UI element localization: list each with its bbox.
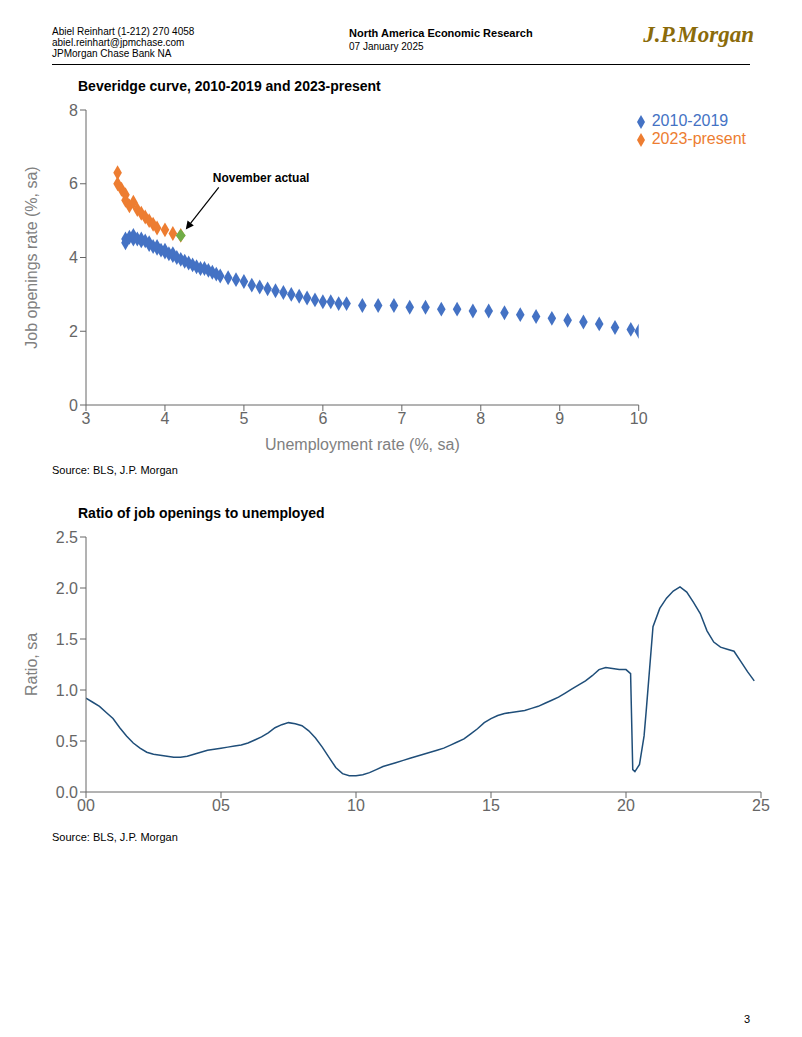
svg-text:0.5: 0.5 xyxy=(56,733,78,750)
svg-text:2: 2 xyxy=(69,323,78,340)
html-text:3: 3 xyxy=(743,1013,750,1025)
svg-text:0.0: 0.0 xyxy=(56,784,78,801)
svg-text:25: 25 xyxy=(752,797,770,814)
html-text:Source: BLS, J.P. Morgan: Source: BLS, J.P. Morgan xyxy=(52,831,178,843)
html-text:Beveridge curve, 2010-2019 and: Beveridge curve, 2010-2019 and 2023-pres… xyxy=(78,78,381,94)
svg-text:6: 6 xyxy=(318,410,327,427)
svg-text:00: 00 xyxy=(77,797,95,814)
svg-text:4: 4 xyxy=(69,249,78,266)
html-text:North America Economic Researc: North America Economic Research xyxy=(349,27,533,39)
html-text:2010-2019: 2010-2019 xyxy=(651,112,729,129)
html-text:07 January 2025: 07 January 2025 xyxy=(349,41,424,52)
svg-text:10: 10 xyxy=(347,797,365,814)
svg-text:8: 8 xyxy=(69,102,78,119)
svg-text:Unemployment rate (%, sa): Unemployment rate (%, sa) xyxy=(265,436,460,453)
html-text:Abiel Reinhart (1-212) 270 405: Abiel Reinhart (1-212) 270 4058 xyxy=(52,26,195,37)
svg-text:1.5: 1.5 xyxy=(56,631,78,648)
svg-text:Job openings rate (%, sa): Job openings rate (%, sa) xyxy=(23,166,40,348)
html-text:2023-present: 2023-present xyxy=(651,130,746,147)
svg-text:Ratio, sa: Ratio, sa xyxy=(23,633,40,696)
svg-text:3: 3 xyxy=(82,410,91,427)
html-text:Ratio of job openings to unemp: Ratio of job openings to unemployed xyxy=(78,505,325,521)
svg-text:20: 20 xyxy=(617,797,635,814)
svg-text:9: 9 xyxy=(555,410,564,427)
svg-text:15: 15 xyxy=(482,797,500,814)
svg-text:0: 0 xyxy=(69,397,78,414)
svg-text:7: 7 xyxy=(397,410,406,427)
svg-text:2.5: 2.5 xyxy=(56,529,78,546)
html-text:JPMorgan Chase Bank NA: JPMorgan Chase Bank NA xyxy=(52,48,172,59)
html-text:Source: BLS, J.P. Morgan: Source: BLS, J.P. Morgan xyxy=(52,464,178,476)
html-text:J.P.Morgan: J.P.Morgan xyxy=(643,22,754,47)
svg-text:November actual: November actual xyxy=(213,171,310,185)
svg-text:5: 5 xyxy=(239,410,248,427)
svg-text:1.0: 1.0 xyxy=(56,682,78,699)
svg-text:05: 05 xyxy=(212,797,230,814)
svg-text:6: 6 xyxy=(69,175,78,192)
svg-text:4: 4 xyxy=(161,410,170,427)
svg-text:8: 8 xyxy=(476,410,485,427)
svg-text:10: 10 xyxy=(630,410,648,427)
svg-text:2.0: 2.0 xyxy=(56,580,78,597)
html-text:abiel.reinhart@jpmchase.com: abiel.reinhart@jpmchase.com xyxy=(52,37,185,48)
